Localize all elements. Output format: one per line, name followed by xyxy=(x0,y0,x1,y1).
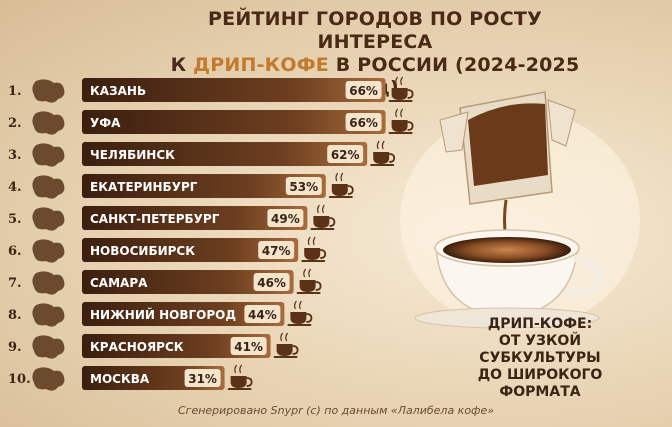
value-pill xyxy=(230,337,267,355)
value-pill xyxy=(184,369,221,387)
region-map-icon xyxy=(32,303,65,327)
title-prefix: К xyxy=(170,54,194,76)
note-line-2: ОТ УЗКОЙ СУБКУЛЬТУРЫ xyxy=(479,333,601,366)
coffee-surface xyxy=(443,237,571,263)
saucer xyxy=(414,307,600,329)
region-map-icon xyxy=(32,207,65,231)
coffee-cup-icon xyxy=(388,108,414,134)
region-map-icon xyxy=(32,239,65,263)
rank-label: 7. xyxy=(8,276,22,291)
drip-bag-hook-right xyxy=(547,99,576,147)
city-label: ЧЕЛЯБИНСК xyxy=(90,148,175,162)
city-label: САНКТ-ПЕТЕРБУРГ xyxy=(90,212,220,226)
city-label: КРАСНОЯРСК xyxy=(90,340,184,354)
coffee-cup-icon xyxy=(287,300,313,326)
rank-label: 3. xyxy=(8,148,22,163)
bar xyxy=(82,110,386,134)
bar xyxy=(82,174,326,198)
rank-label: 1. xyxy=(8,84,22,99)
value-label: 66% xyxy=(349,116,378,130)
coffee-cup-icon xyxy=(388,76,414,102)
region-map-icon xyxy=(32,175,65,199)
region-map-icon xyxy=(32,271,65,295)
coffee-cup-icon xyxy=(370,140,396,166)
coffee-cup-icon xyxy=(227,364,253,390)
coffee-cup-icon xyxy=(296,268,322,294)
drip-bag-coffee xyxy=(468,103,548,186)
value-pill xyxy=(285,177,322,195)
region-map-icon xyxy=(32,143,65,167)
rank-label: 9. xyxy=(8,340,22,355)
note-line-3: ДО ШИРОКОГО ФОРМАТА xyxy=(477,367,603,400)
title-line-1: РЕЙТИНГ ГОРОДОВ ПО РОСТУ ИНТЕРЕСА xyxy=(208,8,542,53)
value-pill xyxy=(244,305,281,323)
rank-label: 2. xyxy=(8,116,22,131)
city-label: МОСКВА xyxy=(90,372,150,386)
bar xyxy=(82,270,294,294)
rank-label: 6. xyxy=(8,244,22,259)
value-label: 31% xyxy=(188,372,217,386)
value-label: 47% xyxy=(262,244,291,258)
value-pill xyxy=(267,209,304,227)
value-pill xyxy=(327,145,364,163)
value-pill xyxy=(345,113,382,131)
coffee-cup-icon xyxy=(310,204,336,230)
value-label: 44% xyxy=(248,308,277,322)
rank-label: 10. xyxy=(8,372,31,387)
value-pill xyxy=(345,81,382,99)
bar xyxy=(82,142,368,166)
chart-title: РЕЙТИНГ ГОРОДОВ ПО РОСТУ ИНТЕРЕСА К ДРИП… xyxy=(160,8,590,100)
source-footer: Сгенерировано Snypr (с) по данным «Лалиб… xyxy=(177,404,495,417)
region-map-icon xyxy=(32,111,65,135)
note-line-1: ДРИП-КОФЕ: xyxy=(487,316,593,332)
drip-coffee-note: ДРИП-КОФЕ: ОТ УЗКОЙ СУБКУЛЬТУРЫ ДО ШИРОК… xyxy=(440,316,640,401)
bar xyxy=(82,238,299,262)
value-label: 66% xyxy=(349,84,378,98)
coffee-cup-icon xyxy=(273,332,299,358)
value-label: 53% xyxy=(289,180,318,194)
bar xyxy=(82,78,386,102)
value-label: 62% xyxy=(331,148,360,162)
title-highlight: ДРИП-КОФЕ xyxy=(193,54,329,76)
bar xyxy=(82,206,308,230)
value-pill xyxy=(253,273,290,291)
region-map-icon xyxy=(32,367,65,391)
city-label: САМАРА xyxy=(90,276,148,290)
rank-label: 8. xyxy=(8,308,22,323)
region-map-icon xyxy=(32,79,65,103)
bar xyxy=(82,334,271,358)
city-label: ЕКАТЕРИНБУРГ xyxy=(90,180,198,194)
coffee-cup-icon xyxy=(301,236,327,262)
coffee-cup-icon xyxy=(328,172,354,198)
cup-handle xyxy=(567,254,603,297)
rank-label: 5. xyxy=(8,212,22,227)
city-label: УФА xyxy=(90,116,121,130)
bar xyxy=(82,302,285,326)
city-label: НИЖНИЙ НОВГОРОД xyxy=(90,307,236,322)
region-map-icon xyxy=(32,335,65,359)
drip-coffee-illustration xyxy=(400,91,640,330)
city-label: НОВОСИБИРСК xyxy=(90,244,195,258)
drip-bag-hook-left xyxy=(439,111,469,153)
value-pill xyxy=(258,241,295,259)
value-label: 49% xyxy=(271,212,300,226)
value-label: 41% xyxy=(234,340,263,354)
rank-label: 4. xyxy=(8,180,22,195)
city-label: КАЗАНЬ xyxy=(90,84,146,98)
value-label: 46% xyxy=(257,276,286,290)
